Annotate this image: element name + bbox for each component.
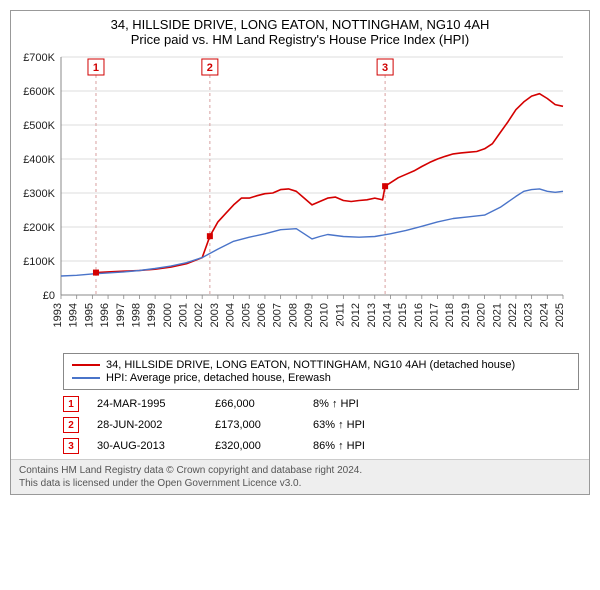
- svg-text:2019: 2019: [460, 303, 472, 327]
- svg-text:1997: 1997: [115, 303, 127, 327]
- marker-price-1: £66,000: [215, 398, 295, 410]
- svg-text:£500K: £500K: [23, 120, 55, 132]
- footer-line-1: Contains HM Land Registry data © Crown c…: [19, 464, 581, 477]
- svg-text:£100K: £100K: [23, 256, 55, 268]
- line-chart: £0 £100K £200K £300K £400K £500K £600K £700K 199…: [11, 49, 571, 349]
- legend-swatch-hpi: [72, 377, 100, 379]
- svg-text:£0: £0: [43, 290, 55, 302]
- svg-text:3: 3: [382, 62, 388, 74]
- title-line-2: Price paid vs. HM Land Registry's House …: [15, 32, 585, 47]
- svg-text:£700K: £700K: [23, 52, 55, 64]
- marker-badge-1: 1: [63, 396, 79, 412]
- svg-text:1993: 1993: [52, 303, 64, 327]
- footer-line-2: This data is licensed under the Open Gov…: [19, 477, 581, 490]
- svg-text:1994: 1994: [68, 303, 80, 327]
- marker-pct-2: 63% ↑ HPI: [313, 419, 403, 431]
- svg-text:2005: 2005: [240, 303, 252, 327]
- legend-label-price: 34, HILLSIDE DRIVE, LONG EATON, NOTTINGH…: [106, 359, 515, 371]
- svg-text:2013: 2013: [366, 303, 378, 327]
- svg-text:2000: 2000: [162, 303, 174, 327]
- svg-text:1998: 1998: [130, 303, 142, 327]
- svg-text:2012: 2012: [350, 303, 362, 327]
- marker-date-3: 30-AUG-2013: [97, 440, 197, 452]
- svg-text:2006: 2006: [256, 303, 268, 327]
- svg-text:2025: 2025: [554, 303, 566, 327]
- svg-text:£300K: £300K: [23, 188, 55, 200]
- svg-text:2: 2: [207, 62, 213, 74]
- marker-row-2: 2 28-JUN-2002 £173,000 63% ↑ HPI: [63, 417, 579, 433]
- svg-text:2022: 2022: [507, 303, 519, 327]
- legend: 34, HILLSIDE DRIVE, LONG EATON, NOTTINGH…: [63, 353, 579, 390]
- svg-text:2003: 2003: [209, 303, 221, 327]
- svg-text:2016: 2016: [413, 303, 425, 327]
- svg-text:2008: 2008: [287, 303, 299, 327]
- svg-text:£400K: £400K: [23, 154, 55, 166]
- svg-text:2010: 2010: [319, 303, 331, 327]
- legend-label-hpi: HPI: Average price, detached house, Erew…: [106, 372, 331, 384]
- svg-text:1: 1: [93, 62, 99, 74]
- svg-text:£600K: £600K: [23, 86, 55, 98]
- svg-text:2011: 2011: [334, 303, 346, 327]
- chart-area: £0 £100K £200K £300K £400K £500K £600K £700K 199…: [11, 49, 589, 349]
- svg-text:2015: 2015: [397, 303, 409, 327]
- svg-text:2001: 2001: [178, 303, 190, 327]
- svg-text:2004: 2004: [225, 303, 237, 327]
- legend-swatch-price: [72, 364, 100, 366]
- svg-text:2023: 2023: [523, 303, 535, 327]
- footer-note: Contains HM Land Registry data © Crown c…: [11, 459, 589, 494]
- legend-item-price: 34, HILLSIDE DRIVE, LONG EATON, NOTTINGH…: [72, 359, 570, 371]
- legend-item-hpi: HPI: Average price, detached house, Erew…: [72, 372, 570, 384]
- marker-row-1: 1 24-MAR-1995 £66,000 8% ↑ HPI: [63, 396, 579, 412]
- marker-pct-3: 86% ↑ HPI: [313, 440, 403, 452]
- svg-text:1999: 1999: [146, 303, 158, 327]
- marker-date-2: 28-JUN-2002: [97, 419, 197, 431]
- svg-text:2024: 2024: [538, 303, 550, 327]
- marker-price-2: £173,000: [215, 419, 295, 431]
- title-block: 34, HILLSIDE DRIVE, LONG EATON, NOTTINGH…: [11, 11, 589, 49]
- svg-text:2014: 2014: [381, 303, 393, 327]
- svg-text:£200K: £200K: [23, 222, 55, 234]
- svg-text:2021: 2021: [491, 303, 503, 327]
- marker-pct-1: 8% ↑ HPI: [313, 398, 403, 410]
- marker-price-3: £320,000: [215, 440, 295, 452]
- svg-text:2007: 2007: [272, 303, 284, 327]
- svg-text:1995: 1995: [83, 303, 95, 327]
- markers-table: 1 24-MAR-1995 £66,000 8% ↑ HPI 2 28-JUN-…: [63, 396, 579, 454]
- svg-text:2018: 2018: [444, 303, 456, 327]
- svg-text:2020: 2020: [476, 303, 488, 327]
- svg-text:1996: 1996: [99, 303, 111, 327]
- svg-text:2017: 2017: [429, 303, 441, 327]
- svg-text:2009: 2009: [303, 303, 315, 327]
- marker-row-3: 3 30-AUG-2013 £320,000 86% ↑ HPI: [63, 438, 579, 454]
- title-line-1: 34, HILLSIDE DRIVE, LONG EATON, NOTTINGH…: [15, 17, 585, 32]
- marker-badge-2: 2: [63, 417, 79, 433]
- chart-container: 34, HILLSIDE DRIVE, LONG EATON, NOTTINGH…: [10, 10, 590, 495]
- svg-text:2002: 2002: [193, 303, 205, 327]
- marker-date-1: 24-MAR-1995: [97, 398, 197, 410]
- marker-badge-3: 3: [63, 438, 79, 454]
